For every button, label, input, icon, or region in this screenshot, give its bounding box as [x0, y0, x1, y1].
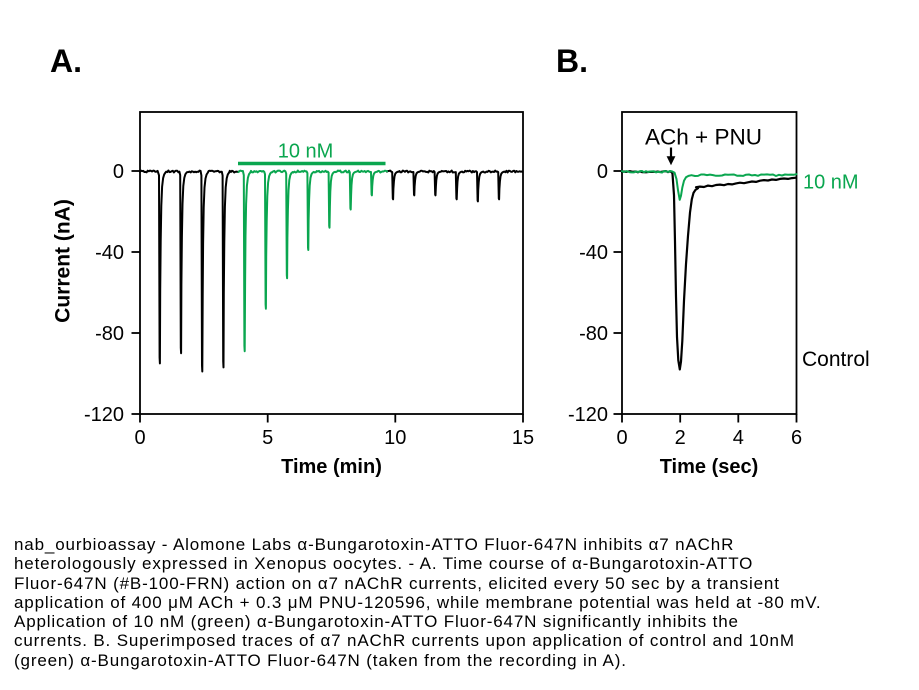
svg-text:6: 6	[791, 427, 802, 449]
svg-text:ACh + PNU: ACh + PNU	[645, 125, 762, 150]
svg-text:-120: -120	[568, 404, 608, 426]
svg-text:Current (nA): Current (nA)	[52, 199, 75, 323]
svg-text:0: 0	[113, 161, 124, 183]
svg-text:0: 0	[134, 427, 145, 449]
svg-text:Time (sec): Time (sec)	[660, 456, 759, 478]
svg-text:0: 0	[616, 427, 627, 449]
svg-text:10 nM: 10 nM	[803, 172, 859, 194]
svg-text:-120: -120	[84, 404, 124, 426]
svg-text:2: 2	[675, 427, 686, 449]
svg-text:Control: Control	[802, 348, 870, 371]
svg-text:-40: -40	[579, 242, 608, 264]
svg-text:4: 4	[733, 427, 744, 449]
svg-text:-80: -80	[95, 323, 124, 345]
svg-text:10 nM: 10 nM	[278, 141, 334, 163]
svg-text:5: 5	[262, 427, 273, 449]
svg-text:-40: -40	[95, 242, 124, 264]
svg-text:15: 15	[512, 427, 534, 449]
svg-text:0: 0	[597, 161, 608, 183]
svg-text:Time (min): Time (min)	[281, 456, 382, 478]
svg-text:-80: -80	[579, 323, 608, 345]
svg-text:10: 10	[384, 427, 406, 449]
